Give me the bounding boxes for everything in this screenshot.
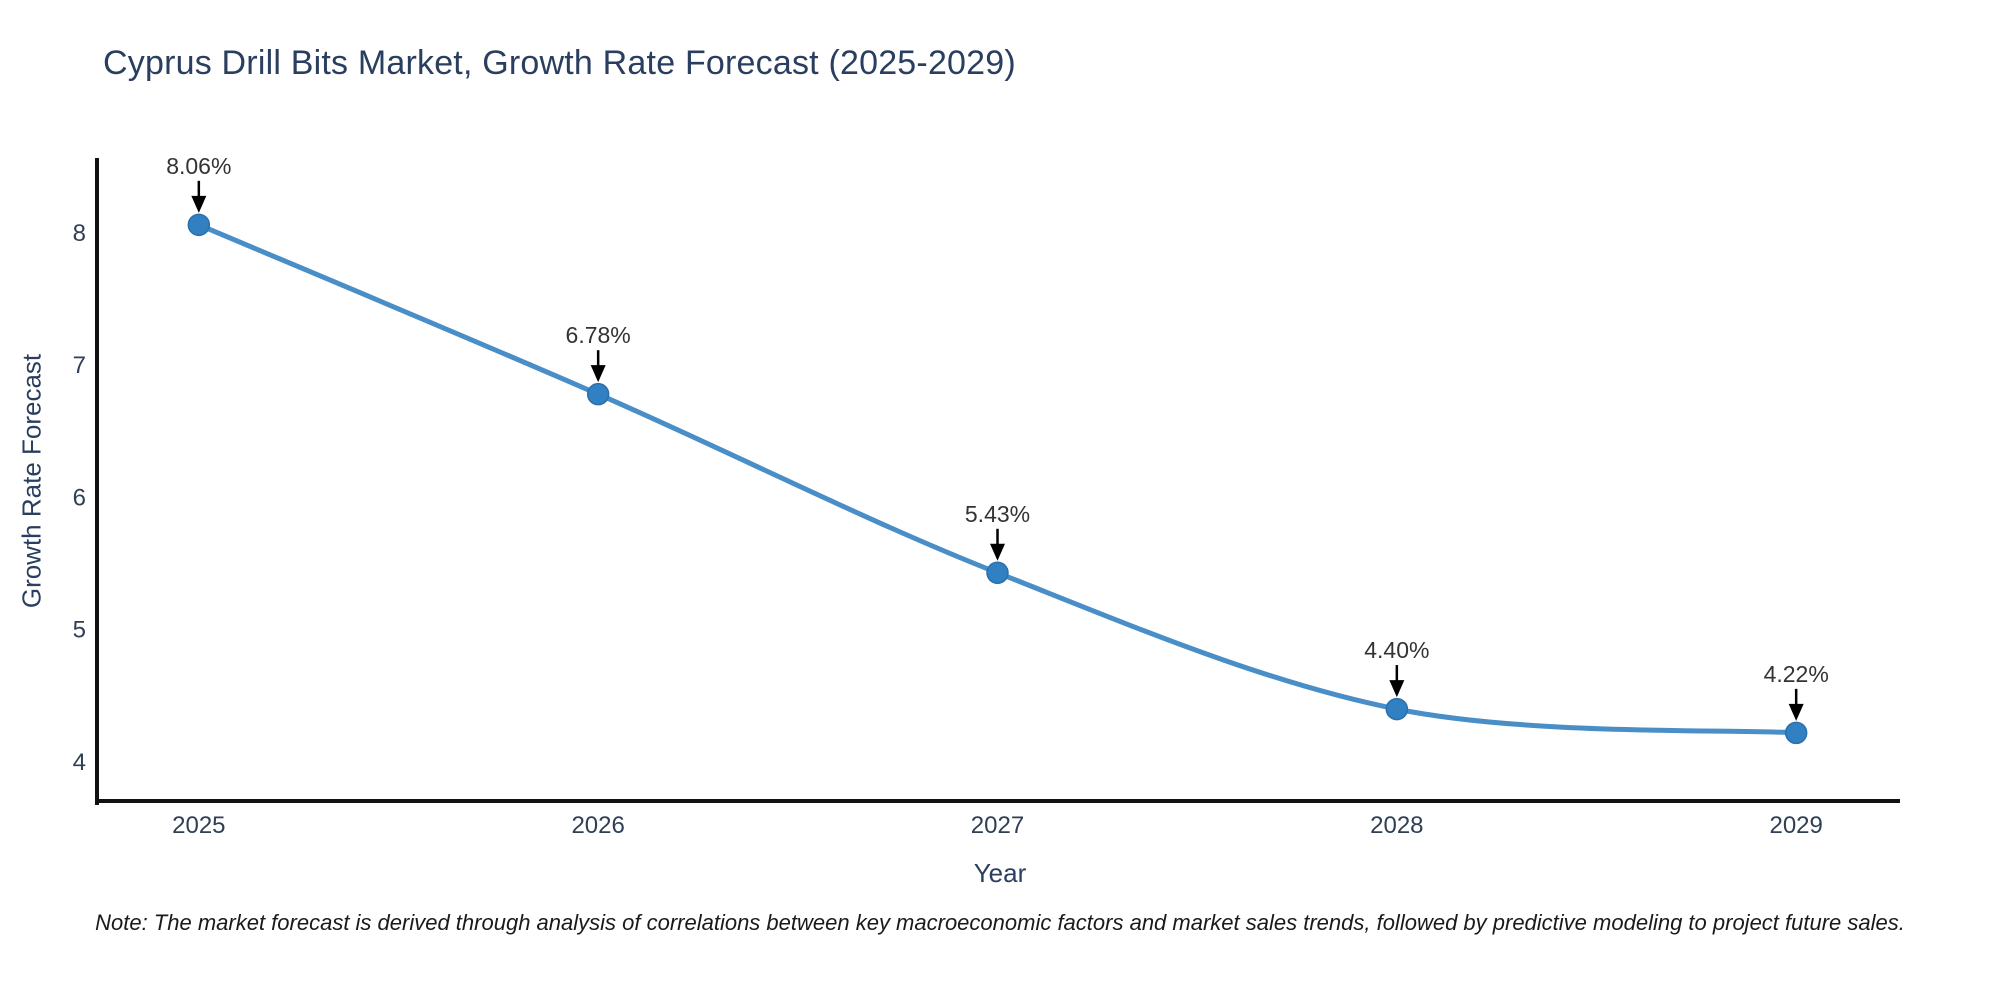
y-axis-title: Growth Rate Forecast <box>16 353 47 609</box>
data-point-2027 <box>986 561 1009 585</box>
y-tick-label: 5 <box>73 617 86 644</box>
data-point-2025 <box>187 213 211 237</box>
y-tick-label: 4 <box>73 749 86 776</box>
annotation-arrowhead <box>191 195 207 213</box>
annotation-label: 5.43% <box>965 501 1030 527</box>
y-tick-label: 6 <box>73 484 86 511</box>
x-tick-label: 2026 <box>571 812 624 839</box>
annotation-arrowhead <box>990 543 1005 561</box>
x-tick-label: 2025 <box>172 812 225 839</box>
chart-title: Cyprus Drill Bits Market, Growth Rate Fo… <box>103 44 1016 82</box>
x-tick-label: 2027 <box>971 812 1024 839</box>
data-point-2029 <box>1784 721 1808 745</box>
y-tick-label: 8 <box>73 220 86 247</box>
annotation-label: 4.22% <box>1764 661 1829 687</box>
annotation-label: 4.40% <box>1364 637 1429 663</box>
x-tick-label: 2029 <box>1769 812 1822 839</box>
annotation-arrowhead <box>1389 680 1405 698</box>
data-point-2026 <box>586 382 610 406</box>
annotation-label: 6.78% <box>566 322 631 348</box>
annotation-arrowhead <box>590 365 606 383</box>
annotation-label: 8.06% <box>166 153 231 179</box>
data-point-2028 <box>1385 697 1409 721</box>
x-axis-title: Year <box>973 858 1027 888</box>
y-tick-label: 7 <box>73 352 86 379</box>
annotation-arrowhead <box>1788 703 1804 721</box>
trend-line <box>196 222 1799 736</box>
footnote: Note: The market forecast is derived thr… <box>95 910 1905 935</box>
x-tick-label: 2028 <box>1370 812 1423 839</box>
